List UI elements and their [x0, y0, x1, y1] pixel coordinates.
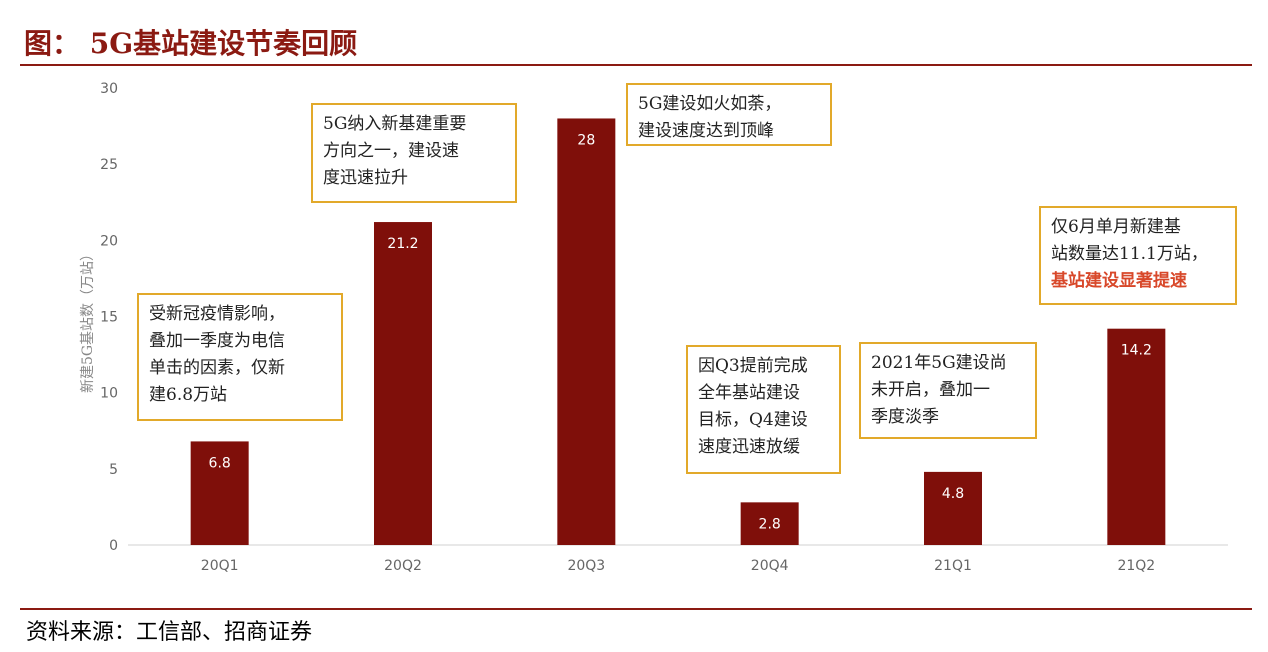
y-tick-label: 20 — [100, 233, 118, 249]
x-tick-label: 21Q1 — [934, 558, 972, 574]
bar-20q2 — [374, 222, 432, 545]
y-axis-ticks: 0 5 10 15 20 25 30 — [100, 81, 118, 554]
annotation-highlight: 基站建设显著提速 — [1051, 271, 1187, 291]
title-rule — [20, 64, 1252, 66]
bar-value-label: 4.8 — [942, 486, 964, 502]
bar-21q2 — [1107, 328, 1166, 545]
y-tick-label: 10 — [100, 386, 118, 402]
x-tick-label: 21Q2 — [1117, 558, 1155, 574]
bar-value-label: 21.2 — [387, 236, 418, 252]
source-rule — [20, 608, 1252, 610]
x-tick-label: 20Q1 — [201, 558, 239, 574]
source-note: 资料来源：工信部、招商证券 — [26, 620, 313, 645]
annotation-20q2: 5G纳入新基建重要 方向之一，建设速 度迅速拉升 — [311, 103, 517, 203]
bar-20q1 — [190, 441, 249, 545]
y-axis-label: 新建5G基站数（万站） — [79, 247, 96, 393]
y-tick-label: 30 — [100, 81, 118, 97]
y-tick-label: 0 — [109, 538, 118, 554]
bar-21q1 — [924, 471, 982, 545]
y-tick-label: 15 — [100, 310, 118, 326]
figure-title: 图： 5G基站建设节奏回顾 — [24, 27, 358, 60]
x-tick-label: 20Q4 — [751, 558, 789, 574]
x-axis-ticks: 20Q1 20Q2 20Q3 20Q4 21Q1 21Q2 — [201, 558, 1155, 574]
y-tick-label: 5 — [109, 462, 118, 478]
annotation-20q1: 受新冠疫情影响， 叠加一季度为电信 单击的因素，仅新 建6.8万站 — [137, 293, 343, 421]
annotation-20q3: 5G建设如火如荼， 建设速度达到顶峰 — [626, 83, 832, 146]
bar-value-label: 14.2 — [1121, 343, 1152, 359]
annotation-21q2: 仅6月单月新建基 站数量达11.1万站， 基站建设显著提速 — [1039, 206, 1237, 305]
bar-data-labels: 6.8 21.2 28 2.8 4.8 14.2 — [209, 132, 1152, 532]
y-tick-label: 25 — [100, 157, 118, 173]
annotation-21q1: 2021年5G建设尚 未开启，叠加一 季度淡季 — [859, 342, 1037, 439]
bar-value-label: 2.8 — [759, 516, 781, 532]
bar-value-label: 6.8 — [209, 455, 231, 471]
bar-value-label: 28 — [577, 132, 595, 148]
bar-20q3 — [557, 118, 616, 545]
x-tick-label: 20Q2 — [384, 558, 422, 574]
x-tick-label: 20Q3 — [567, 558, 605, 574]
bar-series — [190, 118, 1166, 545]
annotation-20q4: 因Q3提前完成 全年基站建设 目标，Q4建设 速度迅速放缓 — [686, 345, 841, 474]
bar-20q4 — [740, 502, 799, 545]
